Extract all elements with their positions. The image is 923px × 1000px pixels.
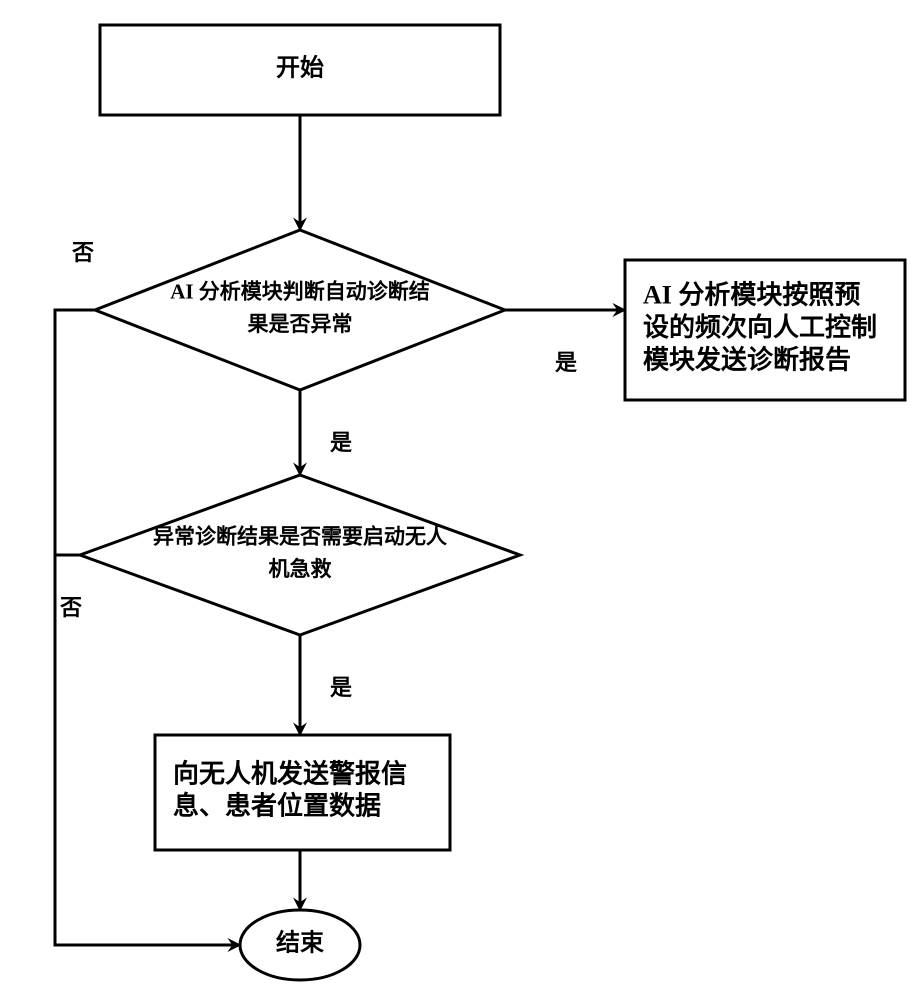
edge-label-dec2-yes: 是 — [330, 675, 352, 700]
node-label-dec2-1: 机急救 — [269, 557, 332, 581]
canvas-background — [0, 0, 923, 1000]
node-label-start-0: 开始 — [276, 55, 324, 82]
node-label-dec1-1: 果是否异常 — [248, 312, 353, 336]
node-label-report-2: 模块发送诊断报告 — [643, 344, 851, 374]
edge-label-dec1-yes-r: 是 — [555, 350, 577, 375]
flowchart-canvas: 否是是否是开始AI 分析模块判断自动诊断结果是否异常AI 分析模块按照预设的频次… — [0, 0, 923, 1000]
edge-label-dec1-yes-d: 是 — [330, 430, 352, 455]
node-label-send-0: 向无人机发送警报信 — [173, 758, 407, 788]
edge-label-dec2-no: 否 — [59, 595, 82, 620]
node-label-dec1-0: AI 分析模块判断自动诊断结 — [170, 280, 430, 304]
node-label-report-0: AI 分析模块按照预 — [643, 280, 860, 310]
node-label-report-1: 设的频次向人工控制 — [643, 312, 877, 342]
node-label-end-0: 结束 — [276, 930, 325, 957]
node-label-dec2-0: 异常诊断结果是否需要启动无人 — [153, 525, 447, 549]
node-label-send-1: 息、患者位置数据 — [173, 791, 381, 821]
edge-label-dec1-no: 否 — [71, 240, 94, 265]
